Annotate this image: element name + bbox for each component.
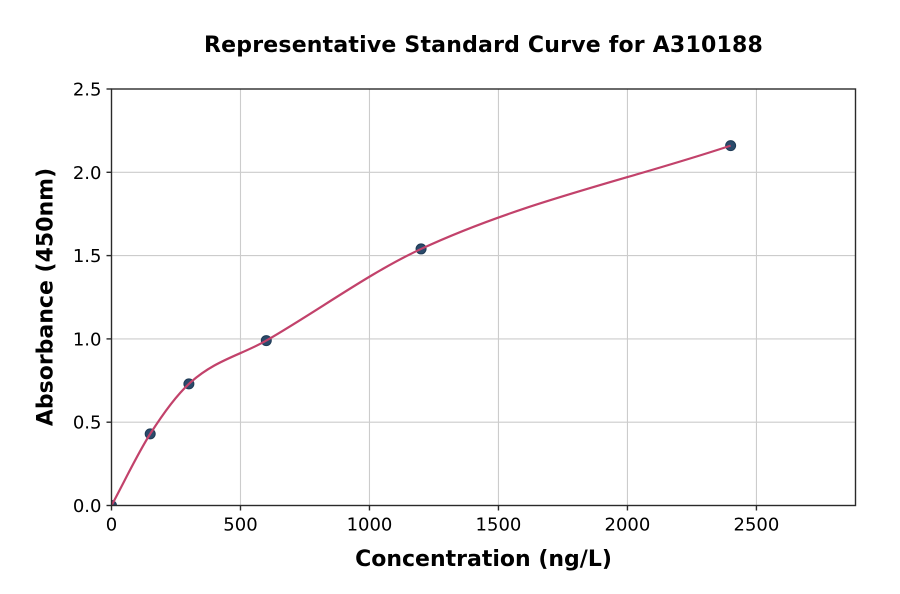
y-tick-label: 1.0 (73, 329, 102, 350)
y-tick-label: 0.0 (73, 496, 102, 517)
x-tick-label: 2000 (605, 515, 651, 536)
axes-spines (110, 88, 857, 507)
fit-curve (111, 144, 731, 506)
data-series (111, 140, 737, 506)
y-tick-label: 2.0 (73, 163, 102, 184)
x-tick-label: 2500 (734, 515, 780, 536)
chart-title: Representative Standard Curve for A31018… (204, 33, 763, 58)
x-tick-label: 1500 (476, 515, 522, 536)
axis-tick-labels: 0 500 1000 1500 2000 2500 0.0 0.5 1.0 1.5 2.0 2.5 (73, 80, 779, 536)
x-tick-label: 1000 (347, 515, 393, 536)
y-tick-label: 0.5 (73, 413, 102, 434)
x-axis-label: Concentration (ng/L) (355, 547, 612, 572)
y-tick-label: 2.5 (73, 80, 102, 101)
y-tick-label: 1.5 (73, 246, 102, 267)
gridlines (111, 88, 856, 506)
y-axis-label: Absorbance (450nm) (33, 167, 59, 427)
x-tick-label: 500 (223, 515, 257, 536)
plot-border (110, 88, 857, 507)
axis-ticks (106, 88, 758, 511)
x-tick-label: 0 (106, 515, 117, 536)
